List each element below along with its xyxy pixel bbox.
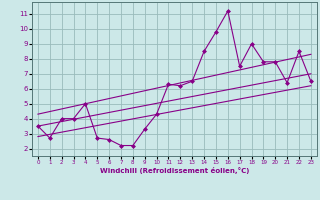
X-axis label: Windchill (Refroidissement éolien,°C): Windchill (Refroidissement éolien,°C) <box>100 167 249 174</box>
